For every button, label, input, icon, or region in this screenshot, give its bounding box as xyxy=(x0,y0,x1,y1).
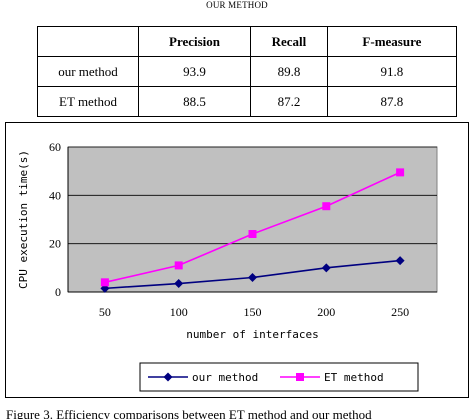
table-header-fmeasure: F-measure xyxy=(326,26,458,57)
data-point-square xyxy=(322,202,331,211)
y-tick-label: 40 xyxy=(49,188,61,202)
series-markers xyxy=(100,168,405,293)
table-row-label: our method xyxy=(37,56,139,87)
x-axis-label: number of interfaces xyxy=(186,328,318,341)
table-header-recall: Recall xyxy=(250,26,328,57)
data-point-diamond xyxy=(321,263,331,273)
table-header-cell xyxy=(37,26,139,57)
y-axis-label: CPU execution time(s) xyxy=(17,150,30,289)
table-row-label: ET method xyxy=(37,86,139,117)
x-tick-label: 50 xyxy=(99,305,111,319)
table-caption: OUR METHOD xyxy=(206,0,268,10)
x-tick-label: 100 xyxy=(170,305,188,319)
x-tick-label: 250 xyxy=(391,305,409,319)
y-tick-label: 20 xyxy=(49,237,61,251)
data-point-square xyxy=(396,168,405,177)
x-tick-label: 200 xyxy=(317,305,335,319)
data-point-square xyxy=(100,278,109,287)
table-header-row: Precision Recall F-measure xyxy=(37,26,458,57)
legend-marker-diamond xyxy=(163,372,173,382)
table-row: our method 93.9 89.8 91.8 xyxy=(37,56,458,87)
table-header-precision: Precision xyxy=(137,26,252,57)
table-cell-precision: 93.9 xyxy=(137,56,252,87)
x-tick-label: 150 xyxy=(244,305,262,319)
y-tick-label: 0 xyxy=(55,285,61,299)
figure-caption: Figure 3. Efficiency comparisons between… xyxy=(6,407,372,419)
table-row: ET method 88.5 87.2 87.8 xyxy=(37,86,458,117)
legend: our method ET method xyxy=(139,362,419,392)
legend-marker-square xyxy=(296,373,304,381)
table-cell-recall: 87.2 xyxy=(250,86,328,117)
y-tick-label: 60 xyxy=(49,140,61,154)
data-point-square xyxy=(174,261,183,270)
gridlines xyxy=(68,146,437,245)
data-point-diamond xyxy=(248,273,257,282)
table-cell-fmeasure: 87.8 xyxy=(326,86,458,117)
table-cell-recall: 89.8 xyxy=(250,56,328,87)
results-table: Precision Recall F-measure our method 93… xyxy=(37,26,458,117)
table-cell-precision: 88.5 xyxy=(137,86,252,117)
legend-label: ET method xyxy=(324,371,384,384)
legend-label: our method xyxy=(192,371,258,384)
data-point-square xyxy=(248,230,257,238)
execution-time-chart: 0 20 40 60 50 100 150 200 250 CPU execution tim… xyxy=(17,140,438,392)
x-tick-labels: 50 100 150 200 250 xyxy=(99,305,409,319)
axes xyxy=(67,147,437,293)
plot-area xyxy=(67,146,438,293)
data-point-diamond xyxy=(395,256,405,266)
table-cell-fmeasure: 91.8 xyxy=(326,56,458,87)
y-tick-labels: 0 20 40 60 xyxy=(49,140,61,299)
data-point-diamond xyxy=(174,279,184,289)
